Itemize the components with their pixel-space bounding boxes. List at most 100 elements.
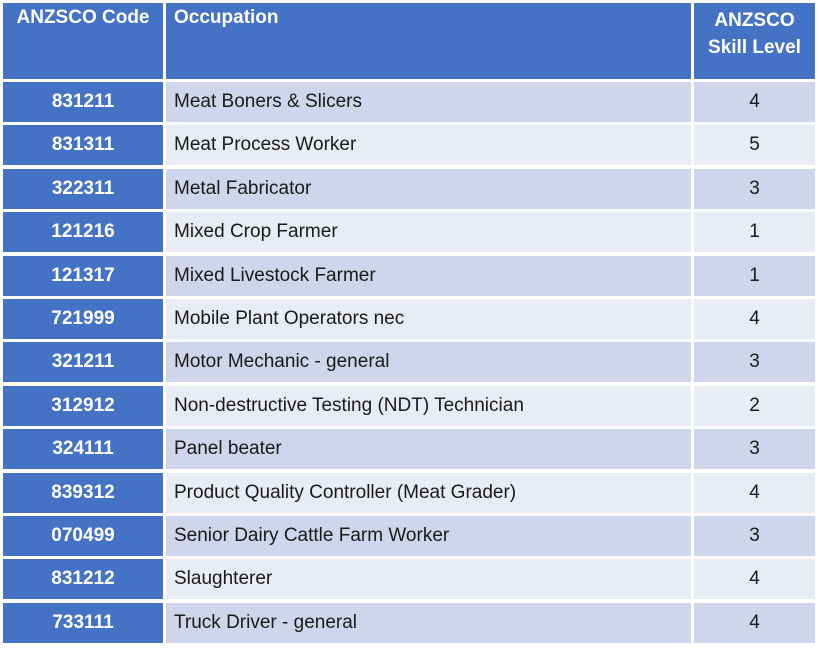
anzsco-code-cell: 831211 [3, 82, 163, 122]
skill-level-text: 3 [749, 438, 760, 459]
table-row: 121317 Mixed Livestock Farmer 1 [3, 256, 815, 296]
skill-level-cell: 4 [694, 559, 815, 599]
occupation-cell: Mixed Crop Farmer [166, 212, 691, 252]
anzsco-code-text: 733111 [52, 612, 114, 633]
anzsco-code-text: 121216 [51, 221, 115, 242]
table-row: 831311 Meat Process Worker 5 [3, 125, 815, 165]
occupation-text: Mobile Plant Operators nec [174, 308, 405, 329]
occupation-cell: Mixed Livestock Farmer [166, 256, 691, 296]
anzsco-code-text: 831212 [51, 568, 115, 589]
occupation-cell: Product Quality Controller (Meat Grader) [166, 473, 691, 513]
table-row: 839312 Product Quality Controller (Meat G… [3, 473, 815, 513]
header-anzsco-code-label: ANZSCO Code [16, 7, 150, 28]
skill-level-cell: 5 [694, 125, 815, 165]
table-row: 721999 Mobile Plant Operators nec 4 [3, 299, 815, 339]
skill-level-text: 3 [749, 351, 760, 372]
skill-level-cell: 3 [694, 516, 815, 556]
anzsco-code-cell: 321211 [3, 342, 163, 382]
table-row: 121216 Mixed Crop Farmer 1 [3, 212, 815, 252]
anzsco-code-text: 321211 [51, 351, 115, 372]
skill-level-cell: 4 [694, 473, 815, 513]
occupation-cell: Non-destructive Testing (NDT) Technician [166, 386, 691, 426]
skill-level-cell: 3 [694, 429, 815, 469]
skill-level-cell: 4 [694, 603, 815, 643]
skill-level-text: 4 [749, 568, 760, 589]
header-skill-level-line1: ANZSCO [714, 10, 795, 31]
occupation-text: Product Quality Controller (Meat Grader) [174, 482, 517, 503]
table-row: 070499 Senior Dairy Cattle Farm Worker 3 [3, 516, 815, 556]
anzsco-code-cell: 312912 [3, 386, 163, 426]
header-occupation-label: Occupation [174, 7, 279, 28]
anzsco-code-cell: 322311 [3, 169, 163, 209]
occupation-cell: Truck Driver - general [166, 603, 691, 643]
skill-level-text: 2 [749, 395, 760, 416]
occupation-cell: Slaughterer [166, 559, 691, 599]
header-occupation: Occupation [166, 3, 691, 79]
occupation-text: Mixed Crop Farmer [174, 221, 338, 242]
anzsco-code-text: 831311 [51, 134, 115, 155]
anzsco-code-text: 312912 [51, 395, 115, 416]
occupation-text: Metal Fabricator [174, 178, 312, 199]
table-row: 324111 Panel beater 3 [3, 429, 815, 469]
skill-level-text: 3 [749, 178, 760, 199]
skill-level-cell: 1 [694, 212, 815, 252]
anzsco-occupation-table: ANZSCO Code Occupation ANZSCO Skill Leve… [3, 3, 815, 643]
skill-level-text: 5 [749, 134, 760, 155]
skill-level-cell: 1 [694, 256, 815, 296]
skill-level-text: 4 [749, 612, 760, 633]
occupation-cell: Mobile Plant Operators nec [166, 299, 691, 339]
skill-level-text: 1 [749, 221, 760, 242]
occupation-cell: Meat Boners & Slicers [166, 82, 691, 122]
anzsco-code-text: 839312 [51, 482, 115, 503]
anzsco-code-cell: 733111 [3, 603, 163, 643]
anzsco-code-text: 324111 [52, 438, 114, 459]
anzsco-code-cell: 070499 [3, 516, 163, 556]
header-skill-level-line2: Skill Level [708, 37, 801, 58]
anzsco-code-cell: 121317 [3, 256, 163, 296]
anzsco-code-text: 322311 [51, 178, 115, 199]
table-row: 321211 Motor Mechanic - general 3 [3, 342, 815, 382]
occupation-text: Motor Mechanic - general [174, 351, 390, 372]
occupation-cell: Metal Fabricator [166, 169, 691, 209]
anzsco-code-text: 831211 [51, 91, 115, 112]
skill-level-cell: 4 [694, 299, 815, 339]
occupation-text: Slaughterer [174, 568, 273, 589]
anzsco-code-text: 721999 [51, 308, 115, 329]
anzsco-code-cell: 831311 [3, 125, 163, 165]
table-row: 831212 Slaughterer 4 [3, 559, 815, 599]
occupation-text: Meat Process Worker [174, 134, 357, 155]
skill-level-cell: 3 [694, 169, 815, 209]
anzsco-code-cell: 721999 [3, 299, 163, 339]
occupation-text: Meat Boners & Slicers [174, 91, 362, 112]
table-row: 322311 Metal Fabricator 3 [3, 169, 815, 209]
occupation-cell: Motor Mechanic - general [166, 342, 691, 382]
anzsco-code-text: 070499 [51, 525, 115, 546]
header-skill-level: ANZSCO Skill Level [694, 3, 815, 79]
anzsco-code-cell: 831212 [3, 559, 163, 599]
skill-level-text: 4 [749, 91, 760, 112]
table-row: 312912 Non-destructive Testing (NDT) Tech… [3, 386, 815, 426]
anzsco-code-text: 121317 [51, 265, 115, 286]
occupation-cell: Meat Process Worker [166, 125, 691, 165]
skill-level-cell: 3 [694, 342, 815, 382]
table-header-row: ANZSCO Code Occupation ANZSCO Skill Leve… [3, 3, 815, 79]
occupation-text: Mixed Livestock Farmer [174, 265, 376, 286]
table-row: 831211 Meat Boners & Slicers 4 [3, 82, 815, 122]
header-anzsco-code: ANZSCO Code [3, 3, 163, 79]
occupation-text: Panel beater [174, 438, 282, 459]
table-row: 733111 Truck Driver - general 4 [3, 603, 815, 643]
skill-level-text: 4 [749, 482, 760, 503]
skill-level-text: 3 [749, 525, 760, 546]
anzsco-code-cell: 121216 [3, 212, 163, 252]
anzsco-code-cell: 324111 [3, 429, 163, 469]
skill-level-cell: 4 [694, 82, 815, 122]
occupation-text: Senior Dairy Cattle Farm Worker [174, 525, 450, 546]
skill-level-text: 1 [749, 265, 760, 286]
occupation-text: Non-destructive Testing (NDT) Technician [174, 395, 524, 416]
skill-level-text: 4 [749, 308, 760, 329]
occupation-text: Truck Driver - general [174, 612, 358, 633]
anzsco-code-cell: 839312 [3, 473, 163, 513]
occupation-cell: Senior Dairy Cattle Farm Worker [166, 516, 691, 556]
skill-level-cell: 2 [694, 386, 815, 426]
header-skill-level-label: ANZSCO Skill Level [708, 7, 801, 61]
